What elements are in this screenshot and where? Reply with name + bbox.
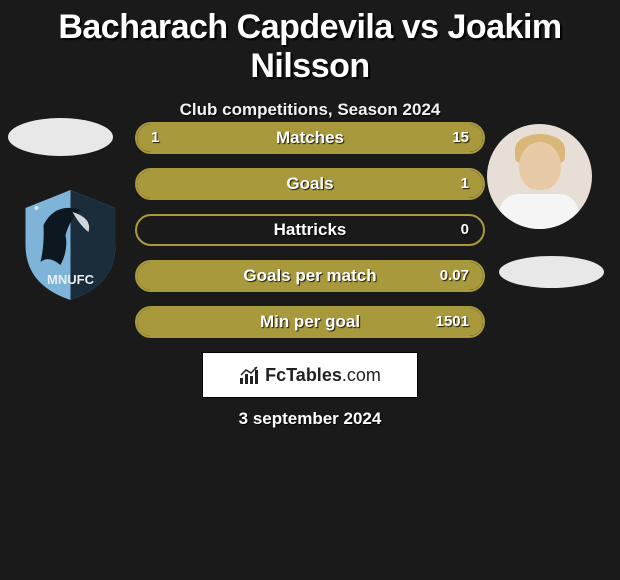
stat-right-value: 0	[461, 216, 469, 244]
player-right-avatar	[487, 124, 592, 229]
date-text: 3 september 2024	[0, 409, 620, 429]
stat-row-min-per-goal: Min per goal 1501	[135, 306, 485, 338]
stat-label: Matches	[137, 124, 483, 152]
stat-row-matches: 1 Matches 15	[135, 122, 485, 154]
player-left-avatar	[8, 118, 113, 156]
stat-right-value: 1501	[436, 308, 469, 336]
subtitle: Club competitions, Season 2024	[0, 100, 620, 120]
stat-right-value: 1	[461, 170, 469, 198]
brand-chart-icon	[239, 365, 261, 385]
brand-link[interactable]: FcTables.com	[202, 352, 418, 398]
stat-label: Goals	[137, 170, 483, 198]
team-right-logo	[499, 256, 604, 288]
brand-domain: .com	[342, 365, 381, 385]
stat-row-goals-per-match: Goals per match 0.07	[135, 260, 485, 292]
stat-row-hattricks: Hattricks 0	[135, 214, 485, 246]
brand-text: FcTables.com	[265, 365, 381, 386]
team-left-logo: MNUFC	[18, 190, 123, 300]
stat-label: Hattricks	[137, 216, 483, 244]
brand-name: FcTables	[265, 365, 342, 385]
page-title: Bacharach Capdevila vs Joakim Nilsson	[0, 0, 620, 86]
comparison-card: Bacharach Capdevila vs Joakim Nilsson Cl…	[0, 0, 620, 580]
stat-row-goals: Goals 1	[135, 168, 485, 200]
stat-label: Goals per match	[137, 262, 483, 290]
stat-label: Min per goal	[137, 308, 483, 336]
stats-block: 1 Matches 15 Goals 1 Hattricks 0 Goals p…	[135, 122, 485, 352]
stat-right-value: 0.07	[440, 262, 469, 290]
stat-right-value: 15	[452, 124, 469, 152]
svg-text:MNUFC: MNUFC	[47, 272, 95, 287]
